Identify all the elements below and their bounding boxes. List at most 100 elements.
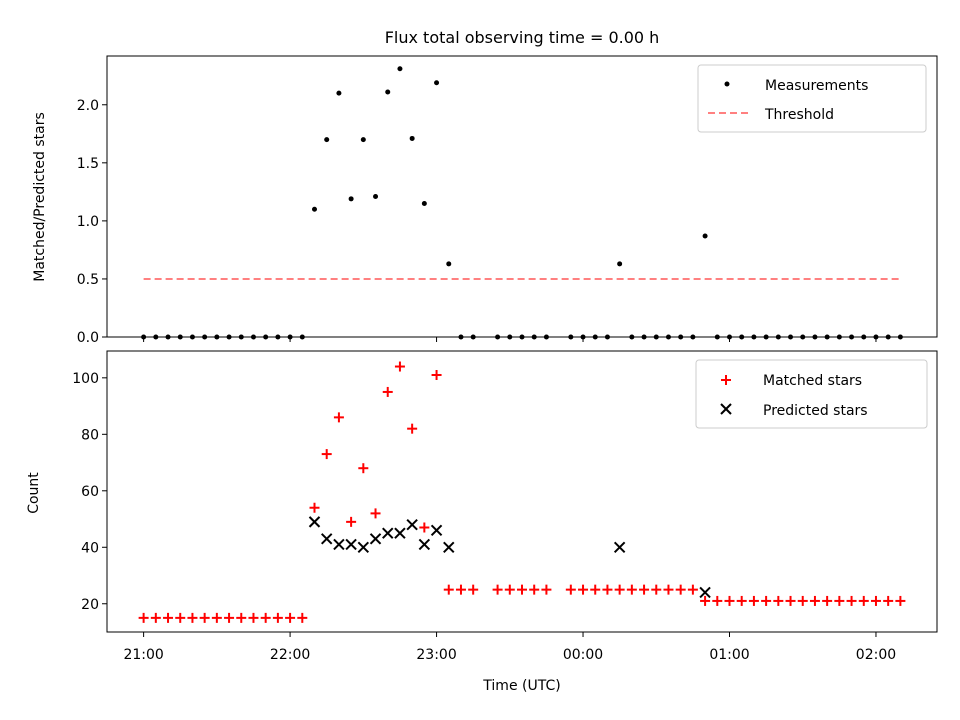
- predicted-stars-point: [357, 541, 370, 553]
- matched-stars-point: [358, 463, 369, 474]
- predicted-stars-point-d2: [418, 538, 431, 551]
- matched-stars-point: [639, 584, 650, 595]
- matched-stars-point: [382, 386, 393, 397]
- matched-stars-point: [785, 595, 796, 606]
- measurements-point: [702, 233, 708, 239]
- top-axes-frame: [106, 55, 938, 338]
- y-tick-label: 60: [81, 484, 99, 500]
- legend-measurements-marker: [724, 81, 730, 87]
- matched-stars-point: [675, 584, 686, 595]
- predicted-stars-point: [699, 586, 711, 599]
- y-tick-label: 2.0: [77, 98, 99, 114]
- matched-stars-point: [712, 595, 723, 606]
- predicted-stars-point: [418, 538, 431, 551]
- predicted-stars-point-d2: [357, 541, 370, 553]
- matched-stars-point: [517, 584, 527, 595]
- y-tick-label: 80: [81, 427, 99, 443]
- predicted-stars-point-d2: [320, 533, 333, 545]
- x-tick-label: 00:00: [563, 647, 603, 663]
- predicted-stars-point-d2: [394, 527, 406, 539]
- bottom-plot-area: [138, 361, 906, 623]
- matched-stars-point: [394, 361, 405, 372]
- y-tick-label: 40: [81, 540, 99, 556]
- measurements-point: [373, 194, 379, 199]
- matched-stars-point: [407, 423, 418, 434]
- measurements-point: [348, 196, 354, 202]
- x-tick-label: 23:00: [416, 647, 456, 663]
- matched-stars-point: [651, 584, 662, 595]
- matched-stars-point: [455, 584, 466, 595]
- predicted-stars-point-d2: [333, 538, 345, 551]
- predicted-stars-point-d2: [308, 516, 321, 528]
- predicted-stars-point-d2: [443, 541, 455, 553]
- matched-stars-point: [614, 584, 625, 595]
- predicted-stars-point: [406, 518, 418, 531]
- matched-stars-point: [773, 595, 784, 606]
- top-y-axis-label: Matched/Predicted stars: [32, 112, 48, 282]
- matched-stars-point: [809, 595, 820, 606]
- matched-stars-point: [883, 595, 894, 606]
- predicted-stars-point: [443, 541, 455, 553]
- measurements-point: [360, 137, 366, 143]
- predicted-stars-point-d2: [613, 541, 626, 553]
- predicted-stars-point: [430, 524, 443, 537]
- predicted-stars-point: [320, 533, 333, 545]
- matched-stars-point: [321, 449, 332, 460]
- matched-stars-point: [858, 595, 869, 606]
- bottom-legend: Matched stars Predicted stars: [695, 359, 928, 429]
- top-chart-title: Flux total observing time = 0.00 h: [385, 28, 660, 47]
- matched-stars-point: [150, 612, 161, 623]
- legend-matched-marker: [721, 375, 731, 385]
- measurements-point: [421, 200, 427, 206]
- measurements-point: [397, 66, 403, 72]
- legend-measurements-label: Measurements: [765, 78, 868, 94]
- matched-stars-point: [260, 612, 271, 623]
- matched-stars-point: [834, 595, 845, 606]
- x-tick-label: 02:00: [856, 647, 896, 663]
- matched-stars-point: [578, 584, 589, 595]
- measurements-point: [385, 89, 391, 95]
- matched-stars-point: [419, 522, 430, 533]
- legend-threshold-label: Threshold: [764, 107, 834, 123]
- x-tick-label: 21:00: [123, 647, 163, 663]
- legend-matched-label: Matched stars: [763, 373, 862, 389]
- legend-predicted-label: Predicted stars: [763, 403, 868, 419]
- predicted-stars-point: [308, 516, 321, 528]
- matched-stars-point: [224, 612, 235, 623]
- matched-stars-point: [236, 612, 247, 623]
- predicted-stars-point: [382, 527, 394, 539]
- predicted-stars-point-d2: [430, 524, 443, 537]
- matched-stars-point: [846, 595, 857, 606]
- bottom-y-axis-ticks: 20 40 60 80 100: [72, 371, 107, 613]
- measurements-point: [336, 90, 342, 96]
- matched-stars-point: [736, 595, 747, 606]
- matched-stars-point: [761, 595, 772, 606]
- matched-stars-point: [541, 584, 552, 595]
- matched-stars-point: [870, 595, 881, 606]
- bottom-y-axis-label: Count: [26, 472, 42, 514]
- measurements-point: [409, 135, 415, 141]
- measurements-point: [617, 261, 623, 267]
- matched-stars-point: [346, 516, 357, 527]
- matched-stars-point: [187, 612, 198, 623]
- predicted-stars-point: [369, 533, 382, 545]
- matched-stars-point: [590, 584, 601, 595]
- top-legend: Measurements Threshold: [697, 64, 927, 133]
- matched-stars-point: [272, 612, 283, 623]
- matched-stars-point: [333, 412, 344, 423]
- predicted-stars-point-d2: [382, 527, 394, 539]
- measurements-point: [446, 261, 452, 267]
- matched-stars-point: [529, 584, 540, 595]
- measurements-point: [434, 80, 440, 86]
- y-tick-label: 1.5: [77, 156, 99, 172]
- matched-stars-point: [700, 595, 711, 606]
- bottom-axes-frame: [106, 350, 938, 633]
- y-tick-label: 100: [72, 371, 99, 387]
- predicted-stars-point: [613, 541, 626, 553]
- matched-stars-point: [199, 612, 210, 623]
- y-tick-label: 20: [81, 597, 99, 613]
- matched-stars-point: [663, 584, 674, 595]
- matched-stars-point: [822, 595, 833, 606]
- matched-stars-point: [431, 370, 442, 381]
